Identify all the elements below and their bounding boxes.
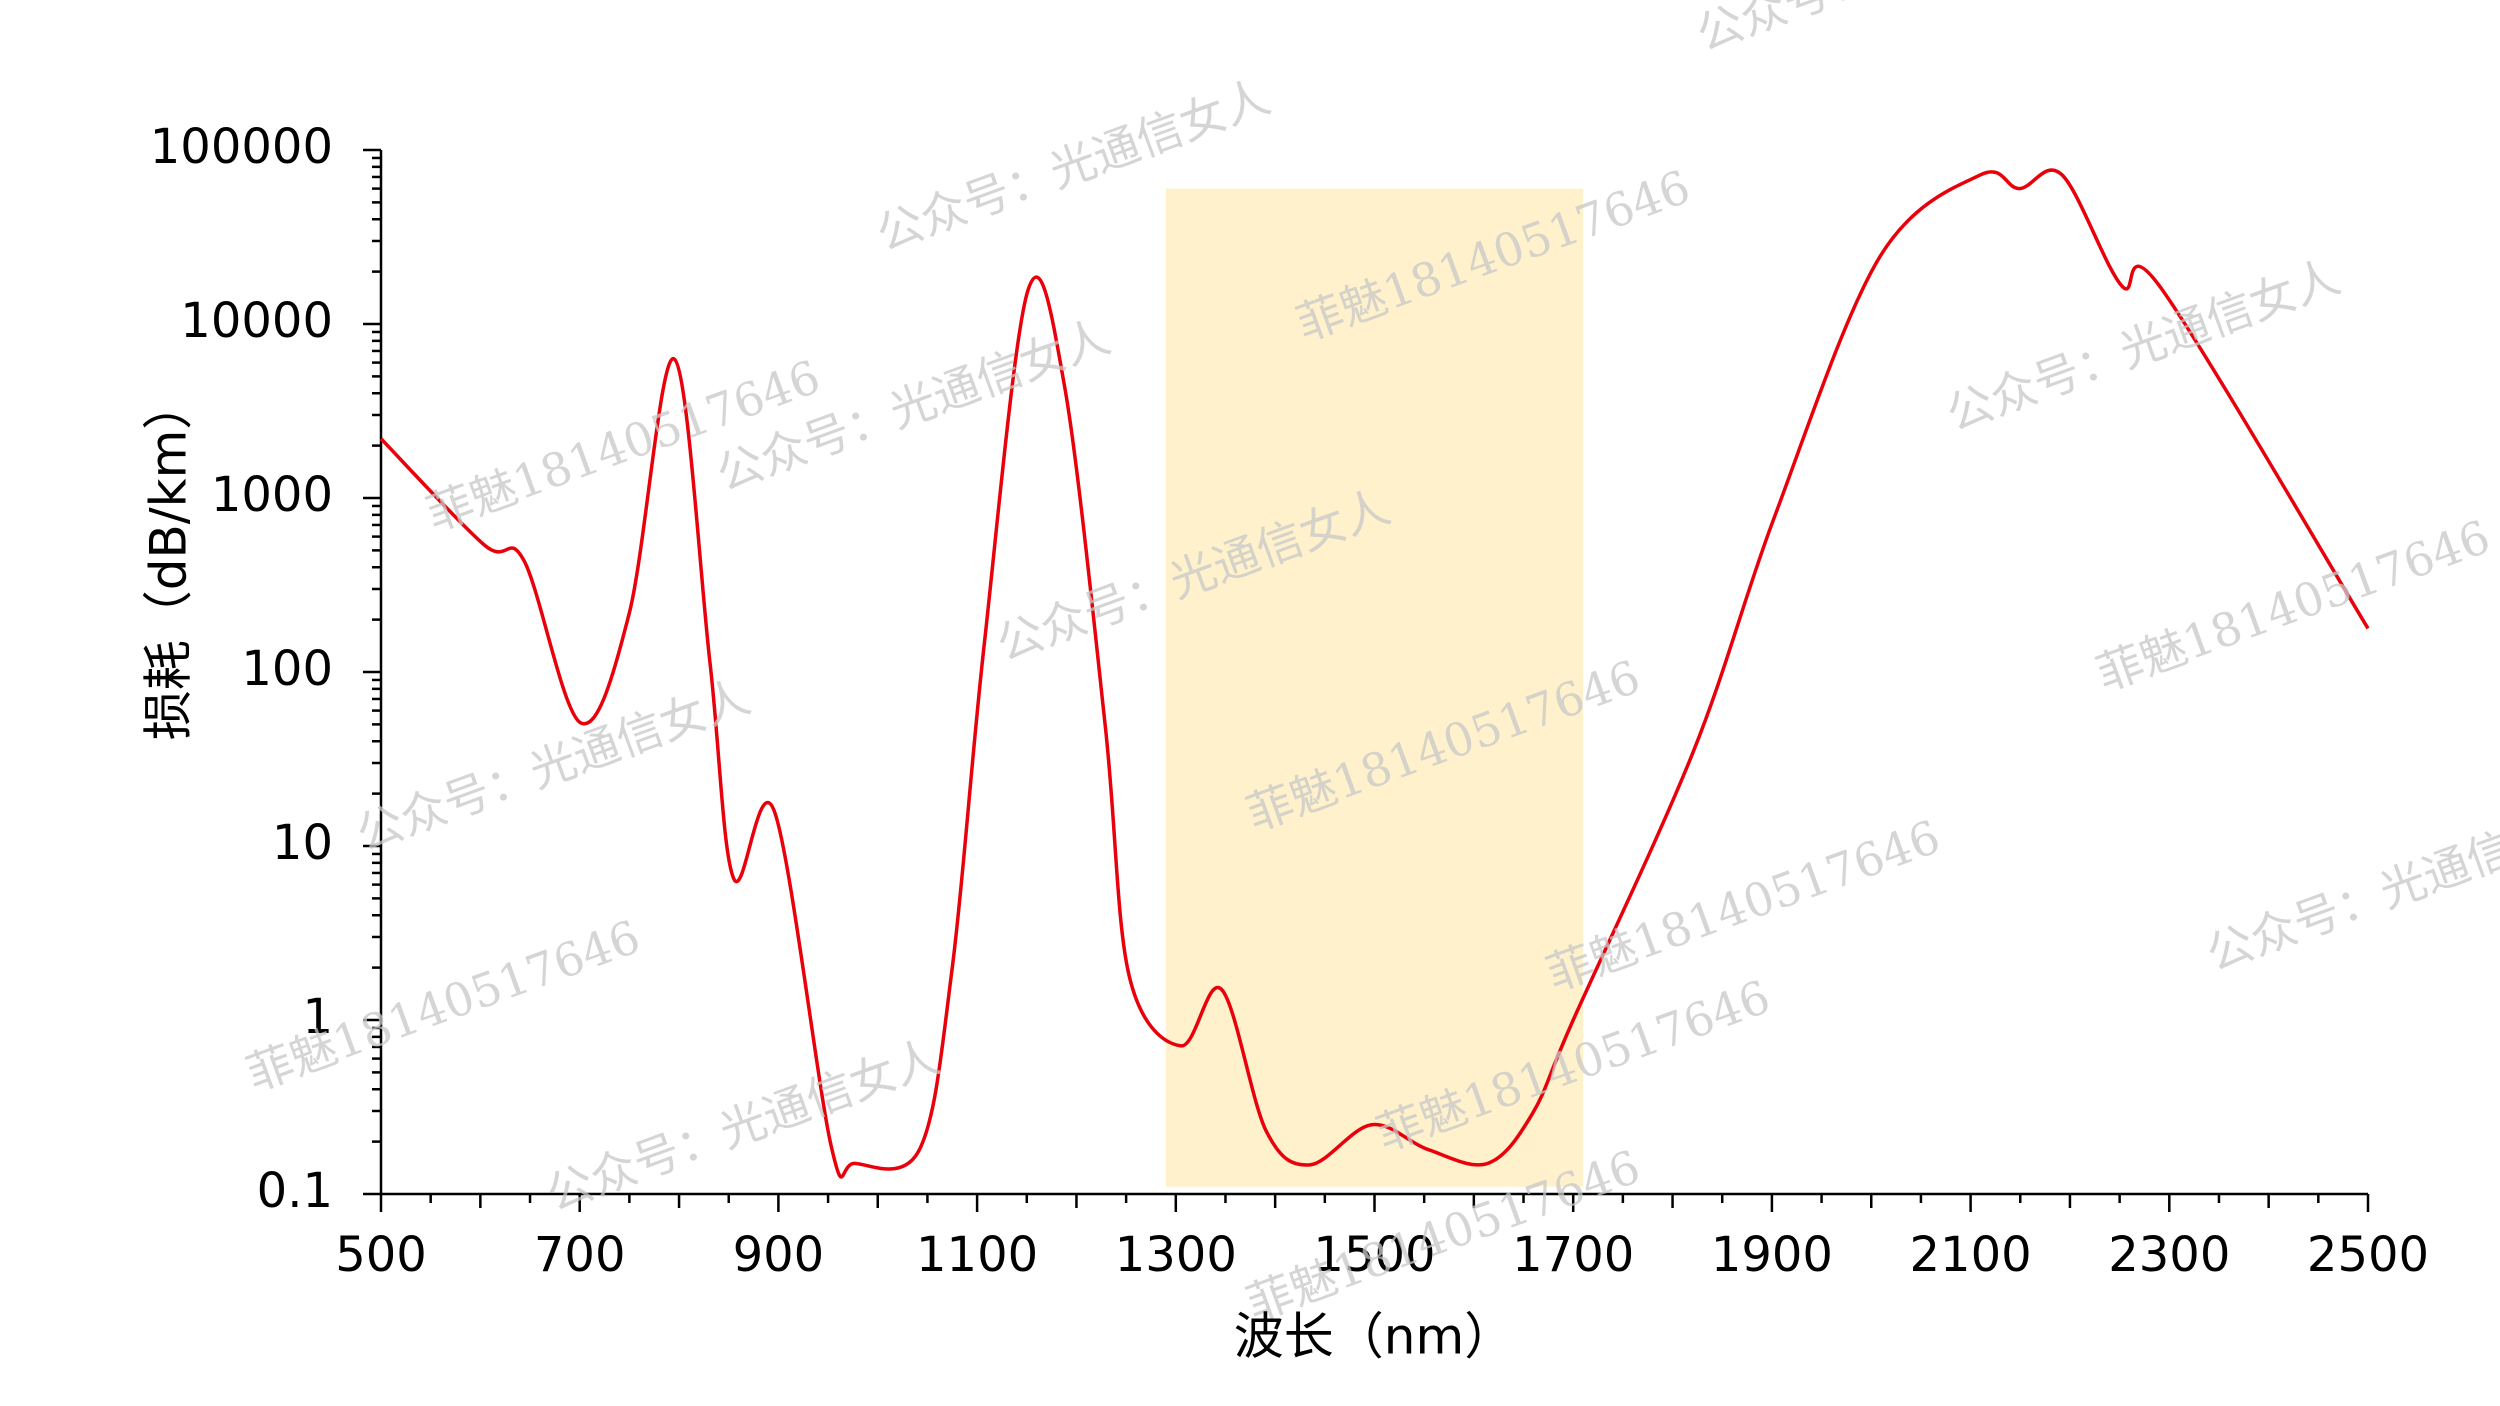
x-tick-label: 900 [733,1227,825,1283]
x-tick-label: 2300 [2108,1227,2230,1283]
x-tick-label: 1500 [1313,1227,1435,1283]
x-axis-label: 波长（nm） [1234,1308,1514,1366]
y-tick-label: 1000 [211,467,333,523]
x-tick-label: 1900 [1711,1227,1833,1283]
y-tick-label: 100 [241,641,333,697]
watermark: 公众号：光通信女人 [1689,0,2097,62]
y-axis-label: 损耗（dB/km） [140,380,198,741]
watermark: 菲魅18140517646 [2089,509,2496,701]
y-tick-label: 1 [302,989,333,1045]
watermark: 公众号：光通信女人 [2199,789,2500,981]
y-tick-label: 100000 [150,119,333,175]
x-tick-label: 1700 [1512,1227,1634,1283]
y-tick-label: 0.1 [257,1163,333,1219]
y-tick-label: 10 [272,815,333,871]
watermark: 公众号：光通信女人 [1939,249,2347,441]
loss-curve [379,168,2370,1179]
axis-layer: 500 700 900 1100 1300 1500 1700 1900 2100 2300 250… [150,119,2429,1283]
x-tick-label: 1100 [916,1227,1038,1283]
line-layer [379,168,2370,1179]
y-tick-label: 10000 [180,293,333,349]
watermark: 公众号：光通信女人 [349,669,757,861]
x-tick-label: 2100 [1910,1227,2032,1283]
x-tick-label: 500 [335,1227,427,1283]
watermark: 菲魅18140517646 [1539,809,1946,1001]
x-tick-label: 2500 [2307,1227,2429,1283]
watermark: 菲魅18140517646 [239,909,646,1101]
x-tick-label: 700 [534,1227,626,1283]
x-tick-label: 1300 [1115,1227,1237,1283]
